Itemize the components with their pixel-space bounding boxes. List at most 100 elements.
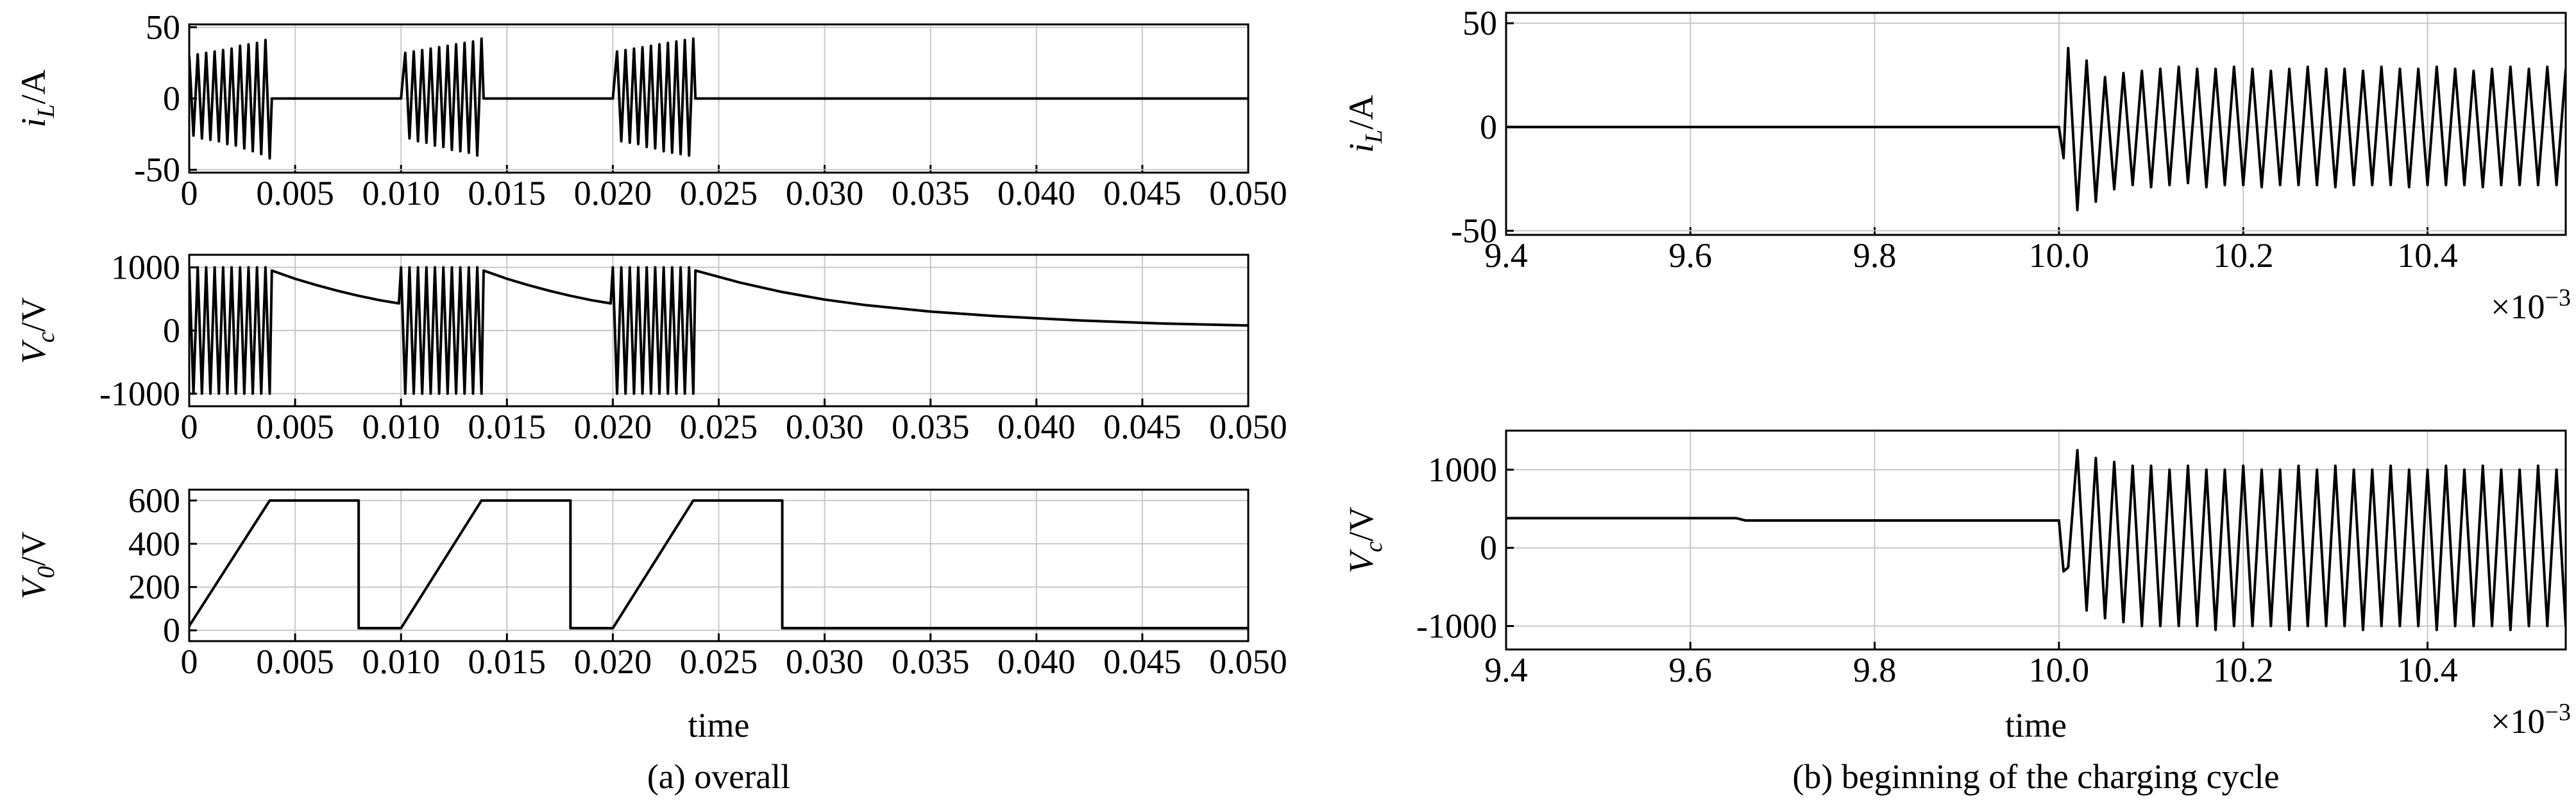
x-tick-label: 0.050 <box>1209 642 1287 681</box>
caption: (b) beginning of the charging cycle <box>1792 757 2279 796</box>
y-tick-label: -50 <box>1451 212 1497 250</box>
x-tick-label: 0.040 <box>997 174 1076 212</box>
x-tick-label: 9.4 <box>1484 651 1528 689</box>
x-tick-label: 0.050 <box>1209 174 1287 212</box>
x-tick-label: 10.4 <box>2397 236 2458 275</box>
y-tick-label: 0 <box>163 611 180 649</box>
x-tick-label: 10.4 <box>2397 651 2458 689</box>
y-axis-label: iL/A <box>14 69 60 127</box>
x-tick-label: 9.6 <box>1669 651 1713 689</box>
y-tick-label: 50 <box>1462 4 1497 42</box>
x-tick-label: 9.8 <box>1853 651 1897 689</box>
x-tick-label: 0.005 <box>256 408 334 446</box>
x-tick-label: 0.030 <box>786 408 864 446</box>
y-axis-label: iL/A <box>1342 95 1387 153</box>
x-axis-label: time <box>2005 706 2067 744</box>
x-tick-label: 0 <box>181 174 198 212</box>
y-tick-label: 400 <box>128 524 180 563</box>
x-tick-label: 9.4 <box>1484 236 1528 275</box>
x-tick-label: 0.020 <box>574 642 652 681</box>
plot-frame <box>188 488 1250 642</box>
y-label-unit: /A <box>14 69 53 104</box>
y-label-symbol: V <box>1342 548 1380 573</box>
x-tick-label: 0.050 <box>1209 408 1287 446</box>
x-multiplier: ×10−3 <box>2491 699 2571 741</box>
y-label-unit: /V <box>14 531 53 566</box>
y-label-subscript: c <box>33 332 60 343</box>
x-tick-label: 0.045 <box>1103 174 1182 212</box>
y-tick-label: 0 <box>1480 529 1497 567</box>
x-tick-label: 0.035 <box>892 408 970 446</box>
x-tick-label: 0.005 <box>256 174 334 212</box>
y-tick-label: 200 <box>128 568 180 606</box>
y-tick-label: 1000 <box>111 248 180 287</box>
data-line <box>189 37 1248 160</box>
x-tick-label: 0.035 <box>892 642 970 681</box>
y-label-unit: /A <box>1342 95 1380 130</box>
y-tick-label: -1000 <box>99 374 180 413</box>
y-label-symbol: i <box>1342 143 1380 153</box>
plot-frame <box>188 254 1250 408</box>
y-label-symbol: V <box>14 574 53 599</box>
y-axis-label: Vc/V <box>14 297 60 364</box>
x-tick-label: 0.020 <box>574 408 652 446</box>
x-tick-label: 0.015 <box>468 408 547 446</box>
y-tick-label: -50 <box>134 151 180 189</box>
y-tick-label: 1000 <box>1428 451 1497 489</box>
x-tick-label: 0.035 <box>892 174 970 212</box>
plot-frame <box>1505 12 2567 236</box>
plot-area <box>1506 449 2566 632</box>
y-axis-label: V0/V <box>14 531 60 599</box>
x-tick-label: 0.045 <box>1103 642 1182 681</box>
x-tick-label: 0 <box>181 408 198 446</box>
y-label-subscript: L <box>33 104 60 118</box>
y-tick-label: 600 <box>128 481 180 520</box>
x-tick-label: 0 <box>181 642 198 681</box>
x-tick-label: 10.0 <box>2029 651 2090 689</box>
y-label-subscript: c <box>1360 541 1387 552</box>
y-tick-label: 0 <box>163 311 180 350</box>
x-tick-label: 10.2 <box>2213 651 2274 689</box>
x-tick-label: 0.045 <box>1103 408 1182 446</box>
caption: (a) overall <box>647 757 790 796</box>
x-tick-label: 0.010 <box>362 408 440 446</box>
x-tick-label: 9.6 <box>1669 236 1713 275</box>
y-tick-label: 0 <box>163 80 180 118</box>
x-tick-label: 0.015 <box>468 174 547 212</box>
x-tick-label: 10.0 <box>2029 236 2090 275</box>
x-tick-label: 0.040 <box>997 408 1076 446</box>
y-label-subscript: L <box>1360 130 1387 144</box>
x-tick-label: 0.010 <box>362 174 440 212</box>
plot-area <box>189 37 1248 160</box>
x-tick-label: 0.005 <box>256 642 334 681</box>
x-tick-label: 0.030 <box>786 642 864 681</box>
y-tick-label: 0 <box>1480 108 1497 146</box>
x-tick-label: 0.025 <box>680 408 758 446</box>
y-label-symbol: V <box>14 339 53 364</box>
y-tick-label: -1000 <box>1416 606 1497 645</box>
data-line <box>1506 46 2566 212</box>
data-line <box>189 499 1248 630</box>
x-tick-label: 0.015 <box>468 642 547 681</box>
plot-frame <box>1505 429 2567 651</box>
x-tick-label: 9.8 <box>1853 236 1897 275</box>
x-tick-label: 0.040 <box>997 642 1076 681</box>
multiplier-base: ×10 <box>2491 702 2545 741</box>
x-tick-label: 10.2 <box>2213 236 2274 275</box>
plot-area <box>189 499 1248 630</box>
y-tick-label: 50 <box>146 8 180 46</box>
x-multiplier: ×10−3 <box>2491 284 2571 326</box>
y-label-symbol: i <box>14 118 53 128</box>
data-line <box>1506 449 2566 632</box>
y-axis-label: Vc/V <box>1342 507 1387 574</box>
multiplier-exponent: −3 <box>2545 699 2571 726</box>
multiplier-base: ×10 <box>2491 288 2545 326</box>
x-tick-label: 0.010 <box>362 642 440 681</box>
y-label-unit: /V <box>1342 507 1380 542</box>
plot-area <box>1506 46 2566 212</box>
data-line <box>189 266 1248 395</box>
x-tick-label: 0.025 <box>680 642 758 681</box>
x-tick-label: 0.020 <box>574 174 652 212</box>
x-tick-label: 0.025 <box>680 174 758 212</box>
